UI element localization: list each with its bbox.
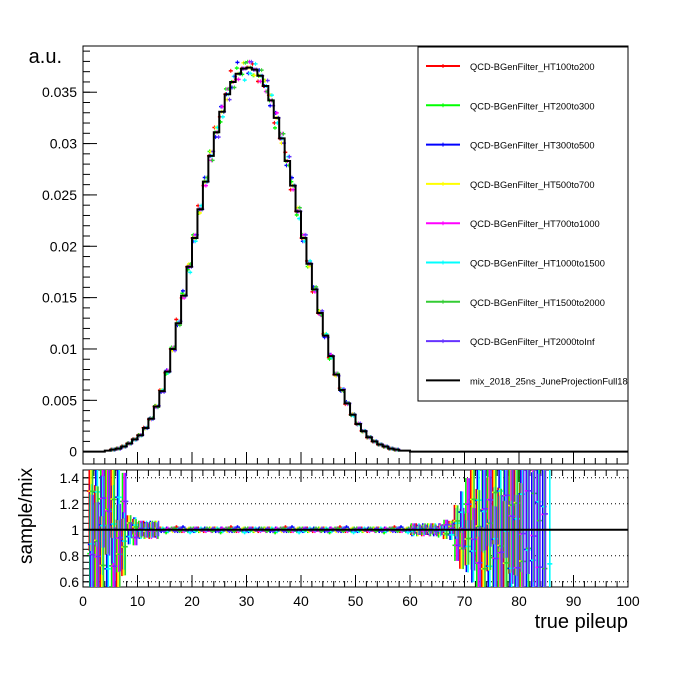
top-ytick-label: 0.005 [42, 392, 77, 408]
legend-label: QCD-BGenFilter_HT100to200 [470, 62, 595, 72]
bottom-ytick-label: 1 [71, 522, 79, 538]
legend-label: QCD-BGenFilter_HT500to700 [470, 180, 595, 190]
legend-label: QCD-BGenFilter_HT1000to1500 [470, 259, 605, 269]
top-ylabel: a.u. [29, 46, 62, 68]
reference-histogram [83, 66, 628, 453]
bottom-xtick-label: 80 [511, 593, 527, 609]
top-x-ticks [82, 452, 629, 464]
bottom-ytick-label: 1.4 [60, 470, 80, 486]
top-ytick-label: 0.015 [42, 290, 77, 306]
bottom-x-ticks: 0 10 20 30 40 50 60 70 80 90 100 [79, 470, 640, 609]
xlabel: true pileup [535, 611, 628, 633]
legend-label: QCD-BGenFilter_HT1500to2000 [470, 298, 605, 308]
legend-label: QCD-BGenFilter_HT2000toInf [470, 337, 595, 347]
top-ytick-label: 0.01 [50, 341, 77, 357]
top-ytick-label: 0 [69, 444, 77, 460]
bottom-xtick-label: 30 [239, 593, 255, 609]
legend-label: QCD-BGenFilter_HT700to1000 [470, 219, 600, 229]
bottom-ytick-label: 0.8 [60, 548, 80, 564]
legend: QCD-BGenFilter_HT100to200 QCD-BGenFilter_… [417, 46, 629, 402]
bottom-xtick-label: 90 [566, 593, 582, 609]
reference-histogram-line [83, 66, 628, 453]
bottom-xtick-label: 60 [402, 593, 418, 609]
bottom-ytick-label: 0.6 [60, 574, 80, 590]
bottom-ytick-label: 1.2 [60, 496, 80, 512]
bottom-xtick-label: 50 [348, 593, 364, 609]
top-y-ticks: 0 0.005 0.01 0.015 0.02 0.025 0.03 0.035 [42, 50, 97, 460]
bottom-xtick-label: 40 [293, 593, 309, 609]
bottom-xtick-label: 70 [457, 593, 473, 609]
bottom-xtick-label: 0 [79, 593, 87, 609]
top-ytick-label: 0.02 [50, 238, 77, 254]
top-ytick-label: 0.03 [50, 136, 77, 152]
legend-label: QCD-BGenFilter_HT300to500 [470, 141, 595, 151]
bottom-ylabel: sample/mix [16, 467, 37, 564]
top-ytick-label: 0.035 [42, 84, 77, 100]
bottom-xtick-label: 20 [184, 593, 200, 609]
legend-label: mix_2018_25ns_JuneProjectionFull18 [470, 376, 628, 386]
top-ytick-label: 0.025 [42, 187, 77, 203]
legend-label: QCD-BGenFilter_HT200to300 [470, 101, 595, 111]
bottom-y-ticks: 0.6 0.8 1 1.2 1.4 [60, 470, 95, 590]
bottom-xtick-label: 10 [130, 593, 146, 609]
bottom-xtick-label: 100 [616, 593, 640, 609]
